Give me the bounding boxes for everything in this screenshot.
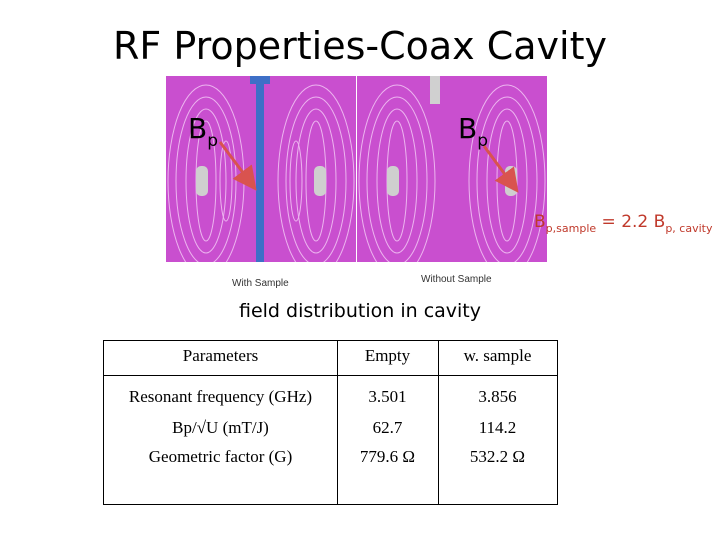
table-divider-1 — [337, 341, 338, 504]
eq-mid: = 2.2 B — [596, 212, 666, 232]
table-header-sample: w. sample — [463, 346, 532, 365]
without-sample-caption: Without Sample — [421, 274, 492, 285]
bp-label-left: Bp — [188, 112, 218, 151]
table-divider-2 — [438, 341, 439, 504]
table-header-divider — [104, 375, 557, 376]
cavity-with-sample-image — [166, 76, 356, 262]
table-cell-param-freq: Resonant frequency (GHz) — [128, 387, 313, 406]
rf-properties-table: Parameters Empty w. sample Resonant freq… — [103, 340, 558, 505]
table-cell-param-bp: Bp/√U (mT/J) — [172, 418, 269, 437]
eq-b1: B — [534, 212, 546, 232]
bp-right-base: B — [458, 112, 478, 145]
bp-left-sub: p — [207, 131, 219, 151]
table-cell-empty-g: 779.6 Ω — [359, 447, 416, 466]
eq-sub-cavity: p, cavity — [665, 222, 713, 235]
bp-left-base: B — [188, 112, 208, 145]
table-cell-empty-freq: 3.501 — [368, 387, 407, 406]
slide-title: RF Properties-Coax Cavity — [113, 24, 607, 68]
table-cell-sample-freq: 3.856 — [478, 387, 517, 406]
table-cell-empty-bp: 62.7 — [372, 418, 403, 437]
arrow-left — [218, 141, 257, 191]
table-header-empty: Empty — [364, 346, 411, 365]
table-header-parameters: Parameters — [182, 346, 259, 365]
bp-right-sub: p — [477, 131, 489, 151]
table-cell-sample-bp: 114.2 — [478, 418, 517, 437]
eq-sub-sample: p,sample — [545, 222, 597, 235]
table-cell-param-g: Geometric factor (G) — [148, 447, 293, 466]
arrow-right — [482, 145, 519, 193]
with-sample-caption: With Sample — [232, 278, 289, 289]
table-cell-sample-g: 532.2 Ω — [469, 447, 526, 466]
bp-ratio-equation: Bp,sample = 2.2 Bp, cavity — [534, 212, 712, 235]
bp-label-right: Bp — [458, 112, 488, 151]
field-distribution-caption: field distribution in cavity — [238, 300, 482, 322]
